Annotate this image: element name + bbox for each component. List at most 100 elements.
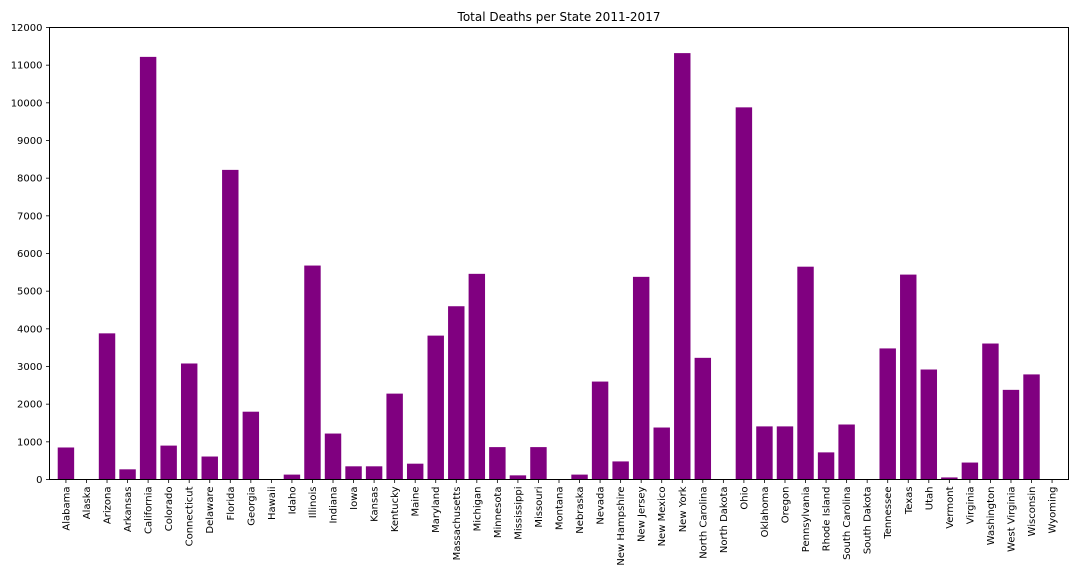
x-tick-label: Arkansas bbox=[123, 487, 134, 533]
x-tick-label: Georgia bbox=[246, 487, 257, 526]
x-tick-label: Pennsylvania bbox=[801, 487, 812, 553]
bar-delaware bbox=[201, 456, 218, 480]
y-tick-label: 11000 bbox=[11, 61, 43, 72]
bar-north-carolina bbox=[694, 357, 712, 480]
x-tick-label: Minnesota bbox=[493, 487, 504, 539]
y-tick-label: 4000 bbox=[17, 324, 42, 335]
bar-virginia bbox=[961, 462, 979, 480]
bar-mississippi bbox=[509, 475, 527, 480]
x-tick-label: Iowa bbox=[349, 487, 360, 510]
bar-georgia bbox=[242, 411, 260, 480]
x-tick-label: Nevada bbox=[596, 487, 607, 525]
y-tick-label: 7000 bbox=[17, 211, 42, 222]
x-tick-label: South Dakota bbox=[863, 487, 874, 555]
x-tick-label: Tennessee bbox=[883, 487, 894, 540]
bar-florida bbox=[222, 169, 239, 480]
x-tick-label: Mississippi bbox=[513, 487, 524, 540]
x-axis: Alabama Alaska Arizona Arkansas California Co… bbox=[61, 479, 1059, 566]
x-tick-label: North Carolina bbox=[698, 487, 709, 559]
chart-title: Total Deaths per State 2011-2017 bbox=[457, 10, 661, 24]
bar-iowa bbox=[345, 466, 362, 480]
x-tick-label: Washington bbox=[986, 487, 997, 546]
bar-oregon bbox=[776, 426, 794, 480]
x-tick-label: Hawaii bbox=[267, 487, 278, 521]
x-tick-label: Illinois bbox=[308, 487, 319, 519]
bar-rhode-island bbox=[817, 452, 835, 480]
x-tick-label: Kentucky bbox=[390, 486, 401, 532]
x-tick-label: Oklahoma bbox=[760, 487, 771, 538]
bar-minnesota bbox=[489, 447, 506, 480]
y-axis: 0 1000 2000 3000 4000 5000 6000 7000 8000 9000 100… bbox=[11, 23, 50, 486]
bar-indiana bbox=[324, 433, 342, 480]
x-tick-label: New York bbox=[678, 486, 689, 532]
y-tick-label: 12000 bbox=[11, 23, 43, 34]
bar-ohio bbox=[735, 107, 753, 480]
x-tick-label: Virginia bbox=[965, 487, 976, 525]
bar-connecticut bbox=[180, 363, 198, 480]
x-tick-label: Oregon bbox=[780, 487, 791, 524]
y-tick-label: 9000 bbox=[17, 136, 42, 147]
bar-new-york bbox=[674, 53, 691, 480]
x-tick-label: Ohio bbox=[739, 487, 750, 510]
x-tick-label: California bbox=[144, 487, 155, 535]
x-tick-label: Kansas bbox=[370, 487, 381, 522]
x-tick-label: Indiana bbox=[329, 487, 340, 524]
bar-maryland bbox=[427, 335, 444, 480]
bar-west-virginia bbox=[1002, 389, 1020, 480]
y-tick-label: 2000 bbox=[17, 400, 42, 411]
bar-nevada bbox=[591, 381, 609, 480]
x-tick-label: Alaska bbox=[82, 487, 93, 520]
x-tick-label: West Virginia bbox=[1006, 487, 1017, 552]
x-tick-label: Montana bbox=[555, 487, 566, 531]
plot-frame bbox=[49, 27, 1069, 480]
bar-illinois bbox=[304, 265, 321, 480]
bar-kentucky bbox=[386, 393, 403, 480]
x-tick-label: Arizona bbox=[103, 487, 114, 525]
x-tick-label: Nebraska bbox=[575, 487, 586, 534]
y-tick-label: 6000 bbox=[17, 249, 42, 260]
bar-california bbox=[139, 56, 157, 480]
y-tick-label: 10000 bbox=[11, 98, 43, 109]
bar-new-hampshire bbox=[612, 461, 629, 480]
x-tick-label: Maine bbox=[411, 487, 422, 517]
x-tick-label: Massachusetts bbox=[452, 487, 463, 561]
y-tick-label: 1000 bbox=[17, 437, 42, 448]
x-tick-label: Rhode Island bbox=[822, 487, 833, 552]
bar-vermont bbox=[941, 477, 958, 480]
bar-texas bbox=[900, 274, 917, 480]
bars-layer bbox=[57, 53, 1040, 480]
x-tick-label: New Mexico bbox=[657, 487, 668, 547]
x-tick-label: Missouri bbox=[534, 487, 545, 528]
bar-washington bbox=[982, 343, 999, 480]
bar-colorado bbox=[160, 445, 177, 480]
y-tick-label: 8000 bbox=[17, 174, 42, 185]
x-tick-label: North Dakota bbox=[719, 487, 730, 554]
x-tick-label: Michigan bbox=[472, 487, 483, 532]
bar-alabama bbox=[57, 447, 75, 480]
x-tick-label: Connecticut bbox=[185, 486, 196, 546]
bar-arkansas bbox=[119, 469, 136, 480]
bar-missouri bbox=[530, 447, 547, 480]
x-tick-label: Colorado bbox=[164, 487, 175, 532]
bar-new-jersey bbox=[632, 276, 650, 480]
bar-wisconsin bbox=[1023, 374, 1040, 480]
x-tick-label: Vermont bbox=[945, 486, 956, 528]
bar-maine bbox=[406, 463, 424, 480]
bar-tennessee bbox=[879, 348, 896, 480]
bar-nebraska bbox=[571, 474, 588, 480]
x-tick-label: Idaho bbox=[287, 487, 298, 515]
x-tick-label: Florida bbox=[226, 487, 237, 521]
bar-oklahoma bbox=[756, 426, 773, 480]
bar-massachusetts bbox=[448, 306, 465, 480]
bar-idaho bbox=[283, 474, 301, 480]
bar-new-mexico bbox=[653, 427, 670, 480]
x-tick-label: Wyoming bbox=[1048, 487, 1059, 534]
x-tick-label: Maryland bbox=[431, 487, 442, 533]
y-tick-label: 5000 bbox=[17, 287, 42, 298]
bar-kansas bbox=[365, 466, 383, 480]
y-tick-label: 0 bbox=[36, 475, 42, 486]
x-tick-label: Delaware bbox=[205, 487, 216, 534]
x-tick-label: Texas bbox=[904, 487, 915, 516]
